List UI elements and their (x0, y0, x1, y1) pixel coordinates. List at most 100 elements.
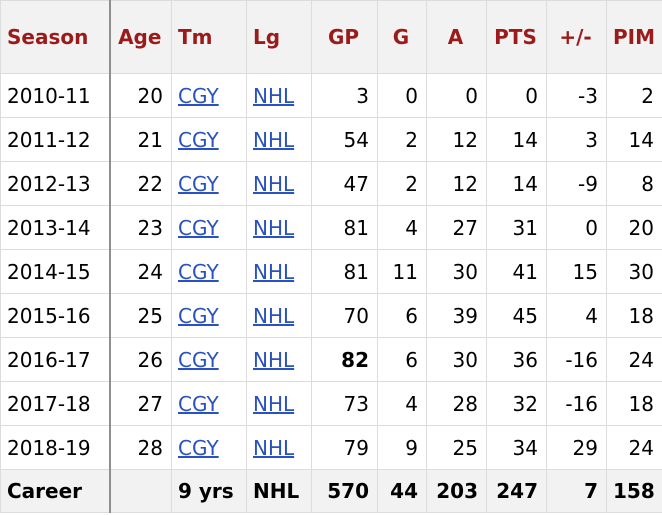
plus-minus-cell: -16 (546, 337, 607, 382)
gp-cell: 54 (311, 117, 378, 162)
goals-cell: 4 (377, 205, 427, 250)
season-cell: 2015-16 (0, 293, 111, 338)
league-cell: NHL (246, 293, 312, 338)
assists-cell: 25 (426, 425, 487, 470)
season-row: 2018-19 28 CGY NHL 79 9 25 34 29 24 (0, 425, 662, 470)
team-cell: CGY (171, 117, 247, 162)
age-cell: 24 (109, 249, 172, 294)
season-cell: 2011-12 (0, 117, 111, 162)
pim-cell: 30 (606, 249, 662, 294)
team-cell: CGY (171, 425, 247, 470)
league-link[interactable]: NHL (253, 215, 295, 240)
team-cell: CGY (171, 293, 247, 338)
league-link[interactable]: NHL (253, 259, 295, 284)
pim-cell: 14 (606, 117, 662, 162)
age-cell: 28 (109, 425, 172, 470)
season-cell: 2014-15 (0, 249, 111, 294)
team-cell: CGY (171, 381, 247, 426)
goals-cell: 4 (377, 381, 427, 426)
league-cell: NHL (246, 381, 312, 426)
points-cell: 0 (486, 73, 547, 118)
goals-cell: 2 (377, 161, 427, 206)
goals-cell: 6 (377, 337, 427, 382)
career-assists: 203 (426, 469, 487, 513)
age-cell: 27 (109, 381, 172, 426)
pim-cell: 2 (606, 73, 662, 118)
league-link[interactable]: NHL (253, 171, 295, 196)
team-link[interactable]: CGY (178, 127, 219, 152)
plus-minus-cell: 15 (546, 249, 607, 294)
season-cell: 2017-18 (0, 381, 111, 426)
gp-cell: 47 (311, 161, 378, 206)
season-row: 2014-15 24 CGY NHL 81 11 30 41 15 30 (0, 249, 662, 294)
league-cell: NHL (246, 73, 312, 118)
assists-cell: 39 (426, 293, 487, 338)
team-cell: CGY (171, 205, 247, 250)
team-link[interactable]: CGY (178, 391, 219, 416)
points-cell: 14 (486, 161, 547, 206)
pim-cell: 24 (606, 425, 662, 470)
age-cell: 26 (109, 337, 172, 382)
team-link[interactable]: CGY (178, 347, 219, 372)
team-link[interactable]: CGY (178, 259, 219, 284)
header-league[interactable]: Lg (246, 0, 312, 74)
gp-cell: 79 (311, 425, 378, 470)
season-cell: 2013-14 (0, 205, 111, 250)
plus-minus-cell: 0 (546, 205, 607, 250)
league-link[interactable]: NHL (253, 435, 295, 460)
season-cell: 2016-17 (0, 337, 111, 382)
points-cell: 32 (486, 381, 547, 426)
team-cell: CGY (171, 73, 247, 118)
header-season[interactable]: Season (0, 0, 111, 74)
header-goals[interactable]: G (377, 0, 427, 74)
header-plus-minus[interactable]: +/- (546, 0, 607, 74)
team-link[interactable]: CGY (178, 83, 219, 108)
season-cell: 2010-11 (0, 73, 111, 118)
plus-minus-cell: 29 (546, 425, 607, 470)
career-label: Career (0, 469, 111, 513)
points-cell: 14 (486, 117, 547, 162)
header-age[interactable]: Age (109, 0, 172, 74)
career-team: 9 yrs (171, 469, 247, 513)
league-link[interactable]: NHL (253, 391, 295, 416)
league-link[interactable]: NHL (253, 127, 295, 152)
age-cell: 22 (109, 161, 172, 206)
assists-cell: 12 (426, 161, 487, 206)
goals-cell: 6 (377, 293, 427, 338)
league-cell: NHL (246, 205, 312, 250)
goals-cell: 0 (377, 73, 427, 118)
team-link[interactable]: CGY (178, 435, 219, 460)
season-row: 2010-11 20 CGY NHL 3 0 0 0 -3 2 (0, 73, 662, 118)
header-games-played[interactable]: GP (311, 0, 378, 74)
career-row: Career 9 yrs NHL 570 44 203 247 7 158 (0, 469, 662, 513)
gp-cell: 81 (311, 249, 378, 294)
goals-cell: 9 (377, 425, 427, 470)
season-row: 2015-16 25 CGY NHL 70 6 39 45 4 18 (0, 293, 662, 338)
header-assists[interactable]: A (426, 0, 487, 74)
team-link[interactable]: CGY (178, 171, 219, 196)
assists-cell: 12 (426, 117, 487, 162)
league-link[interactable]: NHL (253, 303, 295, 328)
header-penalty-minutes[interactable]: PIM (606, 0, 662, 74)
league-link[interactable]: NHL (253, 347, 295, 372)
points-cell: 45 (486, 293, 547, 338)
header-team[interactable]: Tm (171, 0, 247, 74)
team-link[interactable]: CGY (178, 215, 219, 240)
goals-cell: 11 (377, 249, 427, 294)
season-cell: 2012-13 (0, 161, 111, 206)
points-cell: 31 (486, 205, 547, 250)
header-points[interactable]: PTS (486, 0, 547, 74)
header-row: Season Age Tm Lg GP G A PTS +/- PIM (0, 0, 662, 74)
assists-cell: 30 (426, 337, 487, 382)
league-link[interactable]: NHL (253, 83, 295, 108)
season-row: 2017-18 27 CGY NHL 73 4 28 32 -16 18 (0, 381, 662, 426)
plus-minus-cell: -9 (546, 161, 607, 206)
season-row: 2016-17 26 CGY NHL 82 6 30 36 -16 24 (0, 337, 662, 382)
plus-minus-cell: -16 (546, 381, 607, 426)
career-plus-minus: 7 (546, 469, 607, 513)
career-pim: 158 (606, 469, 662, 513)
league-cell: NHL (246, 337, 312, 382)
assists-cell: 27 (426, 205, 487, 250)
team-link[interactable]: CGY (178, 303, 219, 328)
